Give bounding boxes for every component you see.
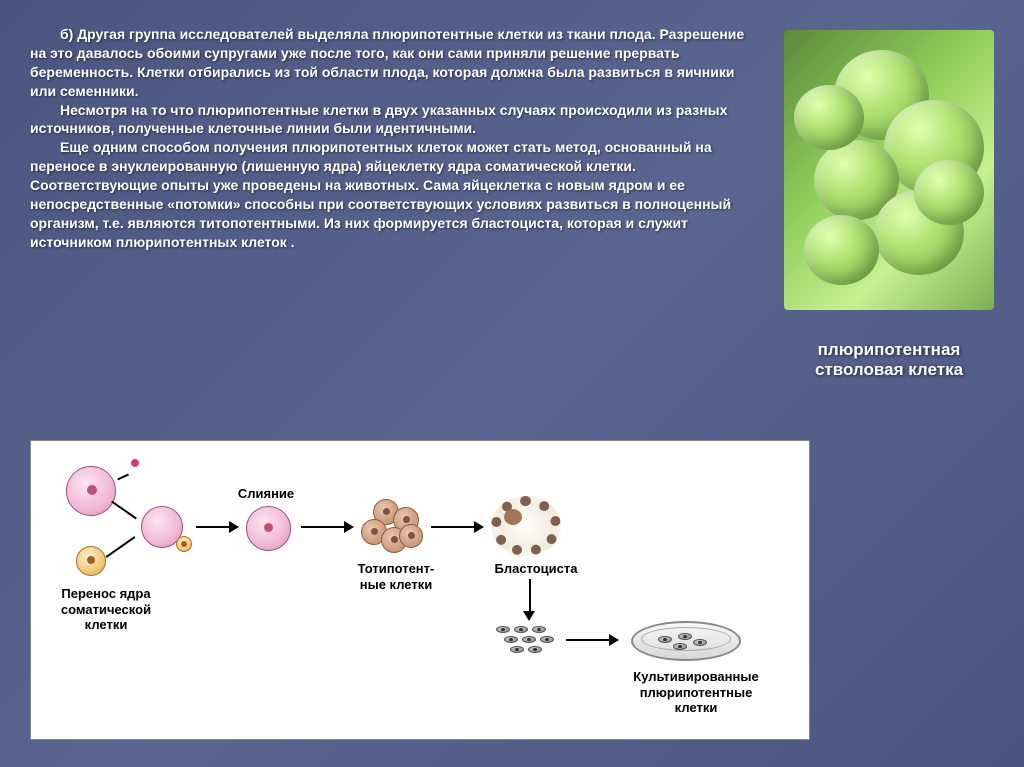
oocyte-cell (66, 466, 116, 516)
caption-line-2: стволовая клетка (784, 360, 994, 380)
label-blastocyst: Бластоциста (481, 561, 591, 577)
blastocyst (491, 496, 561, 556)
ejected-nucleus (131, 459, 139, 467)
stem-cell-image (784, 30, 994, 310)
image-caption: плюрипотентная стволовая клетка (784, 340, 994, 380)
label-cultivated: Культивированные плюрипотентные клетки (616, 669, 776, 716)
fused-cell (246, 506, 291, 551)
paragraph-1: б) Другая группа исследователей выделяла… (30, 25, 750, 101)
main-text-block: б) Другая группа исследователей выделяла… (30, 25, 750, 252)
donor-nucleus (176, 536, 192, 552)
paragraph-2: Несмотря на то что плюрипотентные клетки… (30, 101, 750, 139)
caption-line-1: плюрипотентная (784, 340, 994, 360)
paragraph-3: Еще одним способом получения плюрипотент… (30, 138, 750, 251)
somatic-cell (76, 546, 106, 576)
label-fusion: Слияние (226, 486, 306, 502)
petri-dish (631, 621, 741, 661)
totipotent-cells (361, 499, 421, 554)
label-nuclear-transfer: Перенос ядра соматической клетки (51, 586, 161, 633)
process-diagram: Перенос ядра соматической клетки Слияние… (30, 440, 810, 740)
label-totipotent: Тотипотент- ные клетки (341, 561, 451, 592)
